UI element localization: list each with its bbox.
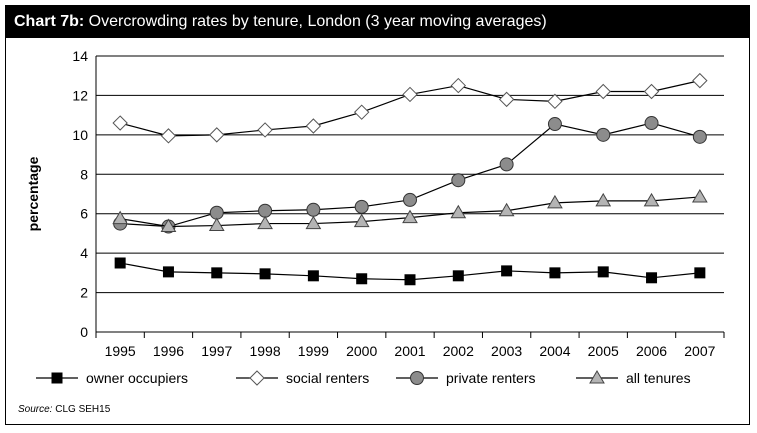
data-point-all-tenures bbox=[160, 218, 177, 233]
data-point-owner-occupiers bbox=[162, 266, 174, 278]
x-tick-label: 1995 bbox=[105, 343, 136, 359]
y-tick-label: 6 bbox=[80, 206, 88, 222]
x-tick-label: 2004 bbox=[539, 343, 570, 359]
chart-title-text: Overcrowding rates by tenure, London (3 … bbox=[84, 13, 547, 30]
data-point-owner-occupiers bbox=[452, 270, 464, 282]
data-point-private-renters bbox=[403, 192, 417, 207]
data-point-owner-occupiers bbox=[307, 270, 319, 282]
data-point-social-renters bbox=[209, 127, 225, 143]
data-point-private-renters bbox=[354, 199, 369, 214]
data-point-social-renters bbox=[112, 115, 128, 131]
data-point-social-renters bbox=[257, 122, 273, 138]
legend-label-private-renters: private renters bbox=[446, 370, 535, 386]
x-tick-label: 1996 bbox=[153, 343, 184, 359]
x-tick-label: 1998 bbox=[249, 343, 280, 359]
source-label: Source: bbox=[18, 404, 53, 415]
data-point-owner-occupiers bbox=[356, 273, 368, 285]
data-point-all-tenures bbox=[402, 209, 418, 224]
data-point-private-renters bbox=[547, 117, 562, 132]
data-point-all-tenures bbox=[257, 215, 273, 230]
x-tick-label: 2006 bbox=[636, 343, 667, 359]
data-point-private-renters bbox=[692, 129, 707, 144]
data-point-private-renters bbox=[596, 127, 611, 142]
line-chart: 0 2 4 6 8 10 12 14 1995 1996 1997 1998 1999 2000 2001 2… bbox=[25, 48, 725, 386]
y-axis-title: percentage bbox=[25, 156, 41, 231]
data-point-owner-occupiers bbox=[694, 267, 706, 279]
data-point-all-tenures bbox=[450, 204, 467, 219]
legend-label-all-tenures: all tenures bbox=[626, 370, 691, 386]
data-point-private-renters bbox=[306, 202, 321, 217]
legend-label-owner-occupiers: owner occupiers bbox=[86, 370, 188, 386]
x-tick-label: 1997 bbox=[201, 343, 232, 359]
data-point-social-renters bbox=[643, 83, 660, 100]
legend-marker-social-renters bbox=[249, 370, 265, 386]
data-point-all-tenures bbox=[498, 202, 515, 217]
data-point-all-tenures bbox=[208, 217, 225, 232]
data-point-all-tenures bbox=[305, 215, 322, 230]
data-point-private-renters bbox=[258, 203, 273, 218]
y-tick-label: 2 bbox=[80, 285, 88, 301]
data-point-owner-occupiers bbox=[211, 267, 223, 279]
data-point-social-renters bbox=[160, 128, 177, 144]
data-point-all-tenures bbox=[643, 192, 660, 207]
source-note: Source: CLG SEH15 bbox=[18, 404, 110, 415]
data-point-social-renters bbox=[353, 104, 370, 120]
data-point-social-renters bbox=[305, 118, 322, 134]
data-point-social-renters bbox=[595, 83, 611, 100]
data-point-all-tenures bbox=[595, 192, 612, 207]
x-tick-label: 2005 bbox=[588, 343, 619, 359]
y-tick-label: 14 bbox=[72, 48, 88, 64]
data-point-owner-occupiers bbox=[259, 268, 271, 280]
x-tick-label: 2000 bbox=[346, 343, 377, 359]
data-point-private-renters bbox=[499, 157, 514, 172]
x-tick-label: 1999 bbox=[298, 343, 329, 359]
data-point-private-renters bbox=[451, 173, 466, 188]
source-text: CLG SEH15 bbox=[52, 404, 111, 415]
chart-frame: Chart 7b: Overcrowding rates by tenure, … bbox=[5, 5, 750, 425]
data-point-owner-occupiers bbox=[114, 257, 126, 269]
data-point-owner-occupiers bbox=[501, 265, 513, 277]
y-tick-label: 0 bbox=[80, 324, 88, 340]
data-point-private-renters bbox=[209, 205, 224, 220]
data-point-social-renters bbox=[547, 93, 563, 110]
y-tick-label: 10 bbox=[72, 127, 88, 143]
y-tick-label: 4 bbox=[80, 245, 88, 261]
data-point-social-renters bbox=[498, 91, 515, 108]
legend-marker-private-renters bbox=[410, 371, 424, 385]
data-point-all-tenures bbox=[691, 188, 708, 203]
data-point-all-tenures bbox=[112, 210, 129, 225]
data-point-social-renters bbox=[402, 86, 418, 103]
legend-marker-all-tenures bbox=[589, 370, 605, 384]
data-point-owner-occupiers bbox=[549, 267, 561, 279]
data-point-social-renters bbox=[450, 77, 467, 94]
legend-marker-owner-occupiers bbox=[51, 372, 63, 384]
chart-title: Chart 7b: Overcrowding rates by tenure, … bbox=[6, 6, 749, 38]
chart-title-prefix: Chart 7b: bbox=[14, 13, 85, 30]
data-point-social-renters bbox=[692, 72, 708, 89]
data-point-owner-occupiers bbox=[646, 272, 658, 284]
data-point-owner-occupiers bbox=[404, 274, 416, 286]
y-tick-label: 12 bbox=[72, 87, 88, 103]
x-tick-label: 2001 bbox=[394, 343, 425, 359]
data-point-private-renters bbox=[644, 116, 659, 131]
data-point-owner-occupiers bbox=[597, 266, 609, 278]
x-tick-label: 2007 bbox=[684, 343, 715, 359]
x-tick-label: 2003 bbox=[491, 343, 522, 359]
data-point-all-tenures bbox=[353, 213, 370, 228]
legend-label-social-renters: social renters bbox=[286, 370, 369, 386]
x-tick-label: 2002 bbox=[443, 343, 474, 359]
data-point-all-tenures bbox=[547, 194, 563, 209]
y-tick-label: 8 bbox=[80, 166, 88, 182]
